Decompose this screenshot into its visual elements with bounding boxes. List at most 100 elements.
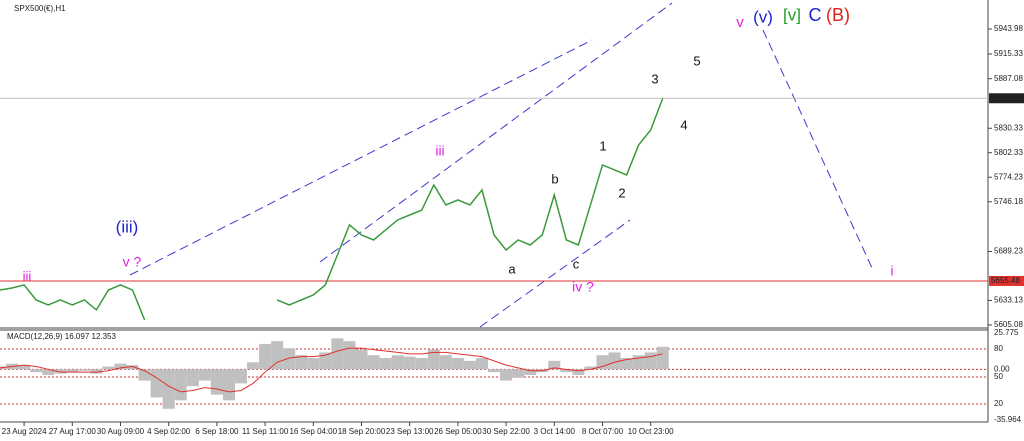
x-tick-label: 27 Aug 17:00 bbox=[49, 427, 97, 436]
histogram-bar bbox=[644, 352, 657, 370]
wave-label: 1 bbox=[599, 138, 606, 153]
x-tick-label: 26 Sep 05:00 bbox=[434, 427, 482, 436]
histogram-bar bbox=[174, 369, 187, 401]
histogram-bar bbox=[198, 369, 211, 381]
level-label-box bbox=[989, 275, 1024, 286]
histogram-bar bbox=[415, 358, 428, 370]
wave-label: v ? bbox=[123, 254, 142, 270]
histogram-bar bbox=[608, 352, 621, 370]
histogram-bar bbox=[319, 352, 332, 370]
histogram-bar bbox=[259, 343, 272, 370]
histogram-bar bbox=[367, 355, 380, 370]
histogram-bar bbox=[355, 349, 368, 370]
histogram-bar bbox=[234, 369, 248, 384]
wave-label: [v] bbox=[783, 5, 801, 24]
y-tick-label: 20 bbox=[994, 399, 1003, 408]
histogram-bar bbox=[114, 363, 127, 370]
histogram-bar bbox=[102, 366, 115, 370]
histogram-bar bbox=[379, 358, 392, 370]
y-tick-label: 50 bbox=[994, 372, 1003, 381]
x-tick-label: 3 Oct 14:00 bbox=[534, 427, 576, 436]
y-tick-label: -35.964 bbox=[994, 415, 1022, 424]
histogram-bar bbox=[343, 341, 356, 370]
wave-label: iii bbox=[23, 268, 32, 283]
x-tick-label: 8 Oct 07:00 bbox=[582, 427, 624, 436]
x-tick-label: 30 Aug 09:00 bbox=[97, 427, 145, 436]
y-tick-label: 5915.33 bbox=[994, 49, 1023, 58]
y-tick-label: 25.775 bbox=[994, 328, 1019, 337]
y-tick-label: 5689.23 bbox=[994, 247, 1023, 256]
histogram-bar bbox=[42, 369, 55, 375]
histogram-bar bbox=[271, 341, 284, 370]
histogram-bar bbox=[307, 358, 320, 370]
histogram-bar bbox=[488, 369, 501, 373]
histogram-bar bbox=[656, 346, 669, 370]
x-tick-label: 30 Sep 22:00 bbox=[482, 427, 530, 436]
price-line-series bbox=[276, 97, 664, 306]
x-tick-label: 23 Aug 2024 bbox=[2, 427, 47, 436]
trend-lines bbox=[129, 2, 873, 328]
price-label-box bbox=[989, 93, 1024, 104]
y-tick-label: 0.00 bbox=[994, 364, 1010, 373]
wave-label: 4 bbox=[680, 117, 687, 132]
x-tick-label: 23 Sep 13:00 bbox=[386, 427, 434, 436]
wave-label: iii bbox=[435, 143, 444, 159]
histogram-bar bbox=[572, 369, 585, 375]
histogram-bar bbox=[162, 369, 175, 409]
histogram-bar bbox=[18, 365, 31, 370]
histogram-bar bbox=[548, 360, 561, 370]
histogram-bar bbox=[584, 366, 597, 370]
price-line-series bbox=[0, 284, 146, 321]
histogram-bar bbox=[391, 355, 404, 370]
x-tick-label: 6 Sep 18:00 bbox=[195, 427, 239, 436]
trend-line bbox=[479, 219, 631, 328]
wave-label: 2 bbox=[618, 185, 625, 200]
histogram-bar bbox=[439, 355, 452, 370]
histogram-bar bbox=[463, 360, 476, 370]
y-tick-label: 5802.33 bbox=[994, 148, 1023, 157]
histogram-bar bbox=[222, 369, 235, 401]
histogram-bar bbox=[475, 358, 489, 370]
histogram-bar bbox=[247, 362, 260, 370]
histogram-bar bbox=[126, 365, 139, 370]
histogram-bar bbox=[283, 348, 296, 370]
y-tick-label: 5746.18 bbox=[994, 197, 1023, 206]
histogram-bar bbox=[295, 355, 308, 370]
wave-label: C bbox=[809, 5, 822, 25]
histogram-bar bbox=[512, 369, 525, 378]
y-tick-label: 5887.08 bbox=[994, 74, 1023, 83]
wave-label: iv ? bbox=[572, 279, 594, 295]
histogram-bar bbox=[524, 369, 537, 375]
y-tick-label: 5830.33 bbox=[994, 123, 1023, 132]
wave-label: (B) bbox=[826, 5, 850, 25]
histogram-bar bbox=[78, 369, 91, 371]
trend-line bbox=[129, 39, 593, 276]
histogram-bar bbox=[186, 369, 199, 387]
histogram-bar bbox=[331, 338, 344, 370]
trend-line bbox=[319, 2, 673, 263]
wave-label: (iii) bbox=[116, 217, 139, 236]
wave-label: b bbox=[551, 171, 558, 186]
wave-label: 5 bbox=[693, 53, 700, 68]
price-label: 5864.68 bbox=[991, 93, 1020, 102]
y-tick-label: 80 bbox=[994, 344, 1003, 353]
histogram-bar bbox=[620, 358, 633, 370]
x-tick-label: 4 Sep 02:00 bbox=[147, 427, 191, 436]
wave-label: a bbox=[508, 261, 516, 276]
indicator-title: MACD(12,26,9) 16.097 12.353 bbox=[7, 332, 117, 341]
x-tick-label: 16 Sep 04:00 bbox=[289, 427, 337, 436]
histogram-bar bbox=[66, 369, 79, 373]
level-label: 5655.48 bbox=[991, 276, 1020, 285]
histogram-bar bbox=[403, 356, 416, 370]
y-tick-label: 5605.08 bbox=[994, 320, 1023, 329]
y-tick-label: 5943.98 bbox=[994, 24, 1023, 33]
histogram-bar bbox=[54, 369, 67, 374]
y-tick-label: 5774.23 bbox=[994, 172, 1023, 181]
x-tick-label: 18 Sep 20:00 bbox=[338, 427, 386, 436]
histogram-bar bbox=[451, 358, 464, 370]
x-tick-label: 10 Oct 23:00 bbox=[628, 427, 674, 436]
signal-line bbox=[0, 347, 663, 393]
histogram-bar bbox=[500, 369, 513, 381]
